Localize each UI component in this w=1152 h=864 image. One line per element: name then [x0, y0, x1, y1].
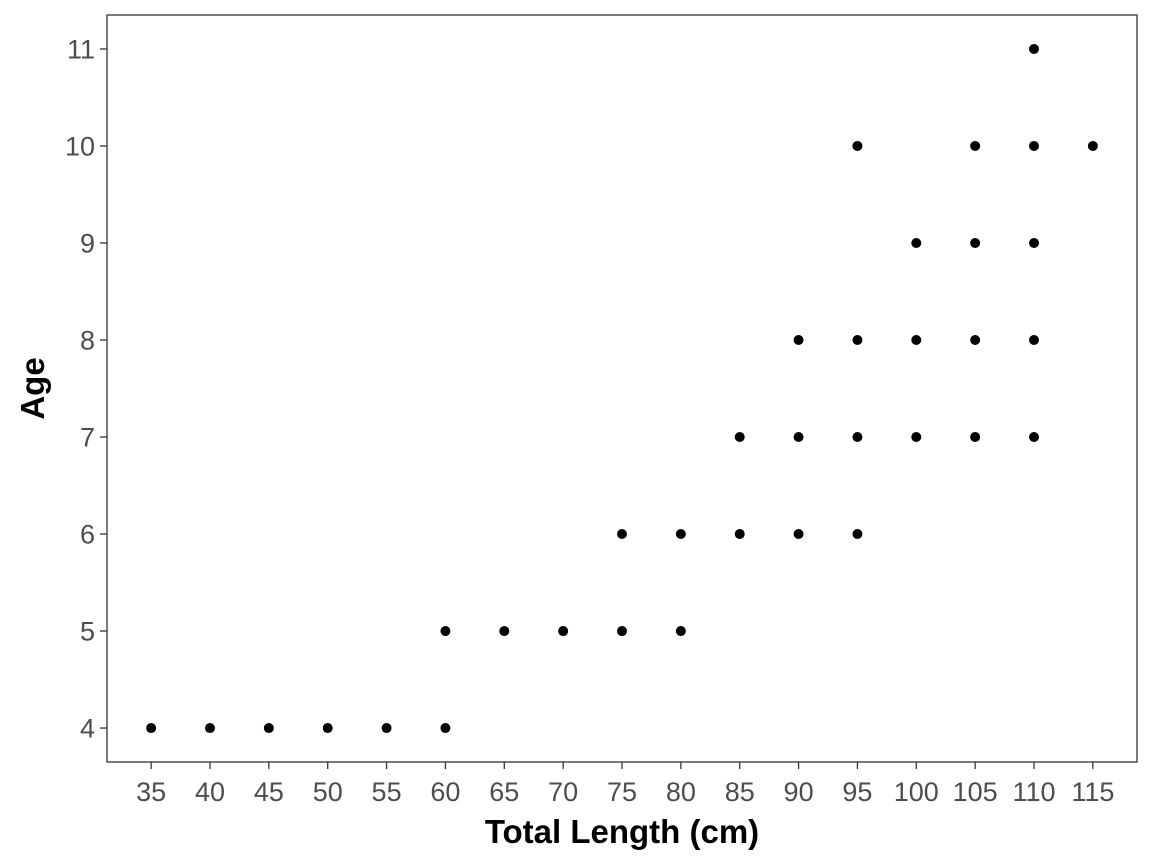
x-tick-label: 65: [489, 777, 519, 807]
data-point: [970, 237, 981, 248]
y-tick-label: 8: [80, 325, 95, 355]
data-point: [1029, 237, 1039, 248]
data-point: [852, 432, 863, 443]
x-tick-label: 70: [548, 777, 578, 807]
data-point: [793, 529, 804, 540]
x-tick-label: 80: [666, 777, 696, 807]
data-point: [617, 626, 627, 637]
data-point: [852, 529, 863, 540]
y-tick-label: 5: [80, 617, 95, 647]
data-point: [852, 140, 863, 151]
data-point: [1087, 140, 1098, 151]
data-point: [970, 334, 981, 345]
x-tick-label: 100: [894, 777, 939, 807]
y-tick-label: 7: [80, 423, 95, 453]
x-tick-label: 115: [1071, 777, 1114, 807]
plot-panel: [106, 14, 1138, 763]
data-point: [793, 334, 804, 345]
data-point: [1029, 43, 1039, 54]
data-point: [440, 723, 451, 734]
y-tick-label: 6: [80, 520, 95, 550]
x-tick-label: 45: [254, 777, 284, 807]
data-point: [734, 432, 745, 443]
x-tick-label: 75: [607, 777, 637, 807]
x-tick-label: 60: [430, 777, 460, 807]
data-points: [146, 43, 1098, 734]
data-point: [734, 529, 745, 540]
data-point: [675, 626, 686, 637]
data-point: [499, 626, 510, 637]
y-tick-label: 10: [65, 131, 95, 161]
data-point: [617, 529, 627, 540]
y-tick-label: 11: [67, 34, 95, 64]
data-point: [970, 432, 981, 443]
data-point: [675, 529, 686, 540]
x-tick-label: 55: [372, 777, 402, 807]
data-point: [205, 723, 215, 734]
data-point: [558, 626, 569, 637]
y-tick-label: 9: [80, 228, 95, 258]
x-tick-label: 50: [313, 777, 343, 807]
data-point: [440, 626, 451, 637]
y-axis-title: Age: [14, 357, 51, 419]
data-point: [911, 334, 922, 345]
x-tick-label: 105: [953, 777, 998, 807]
data-point: [1029, 432, 1039, 443]
data-point: [970, 140, 981, 151]
x-axis: 35 40 45 50 55 60 65 70 75 80 85 90 95 100 105 110 115: [136, 762, 1114, 807]
data-point: [1029, 140, 1039, 151]
data-point: [911, 432, 922, 443]
y-axis: 4 5 6 7 8 9 10 11: [65, 34, 107, 744]
data-point: [146, 723, 157, 734]
data-point: [911, 237, 922, 248]
data-point: [263, 723, 274, 734]
x-tick-label: 95: [842, 777, 872, 807]
x-tick-label: 40: [195, 777, 225, 807]
x-axis-title: Total Length (cm): [485, 813, 759, 850]
data-point: [852, 334, 863, 345]
y-tick-label: 4: [80, 714, 95, 744]
x-tick-label: 90: [784, 777, 814, 807]
data-point: [322, 723, 333, 734]
data-point: [793, 432, 804, 443]
x-tick-label: 85: [725, 777, 755, 807]
data-point: [381, 723, 392, 734]
data-point: [1029, 334, 1039, 345]
x-tick-label: 35: [136, 777, 166, 807]
x-tick-label: 110: [1012, 777, 1055, 807]
